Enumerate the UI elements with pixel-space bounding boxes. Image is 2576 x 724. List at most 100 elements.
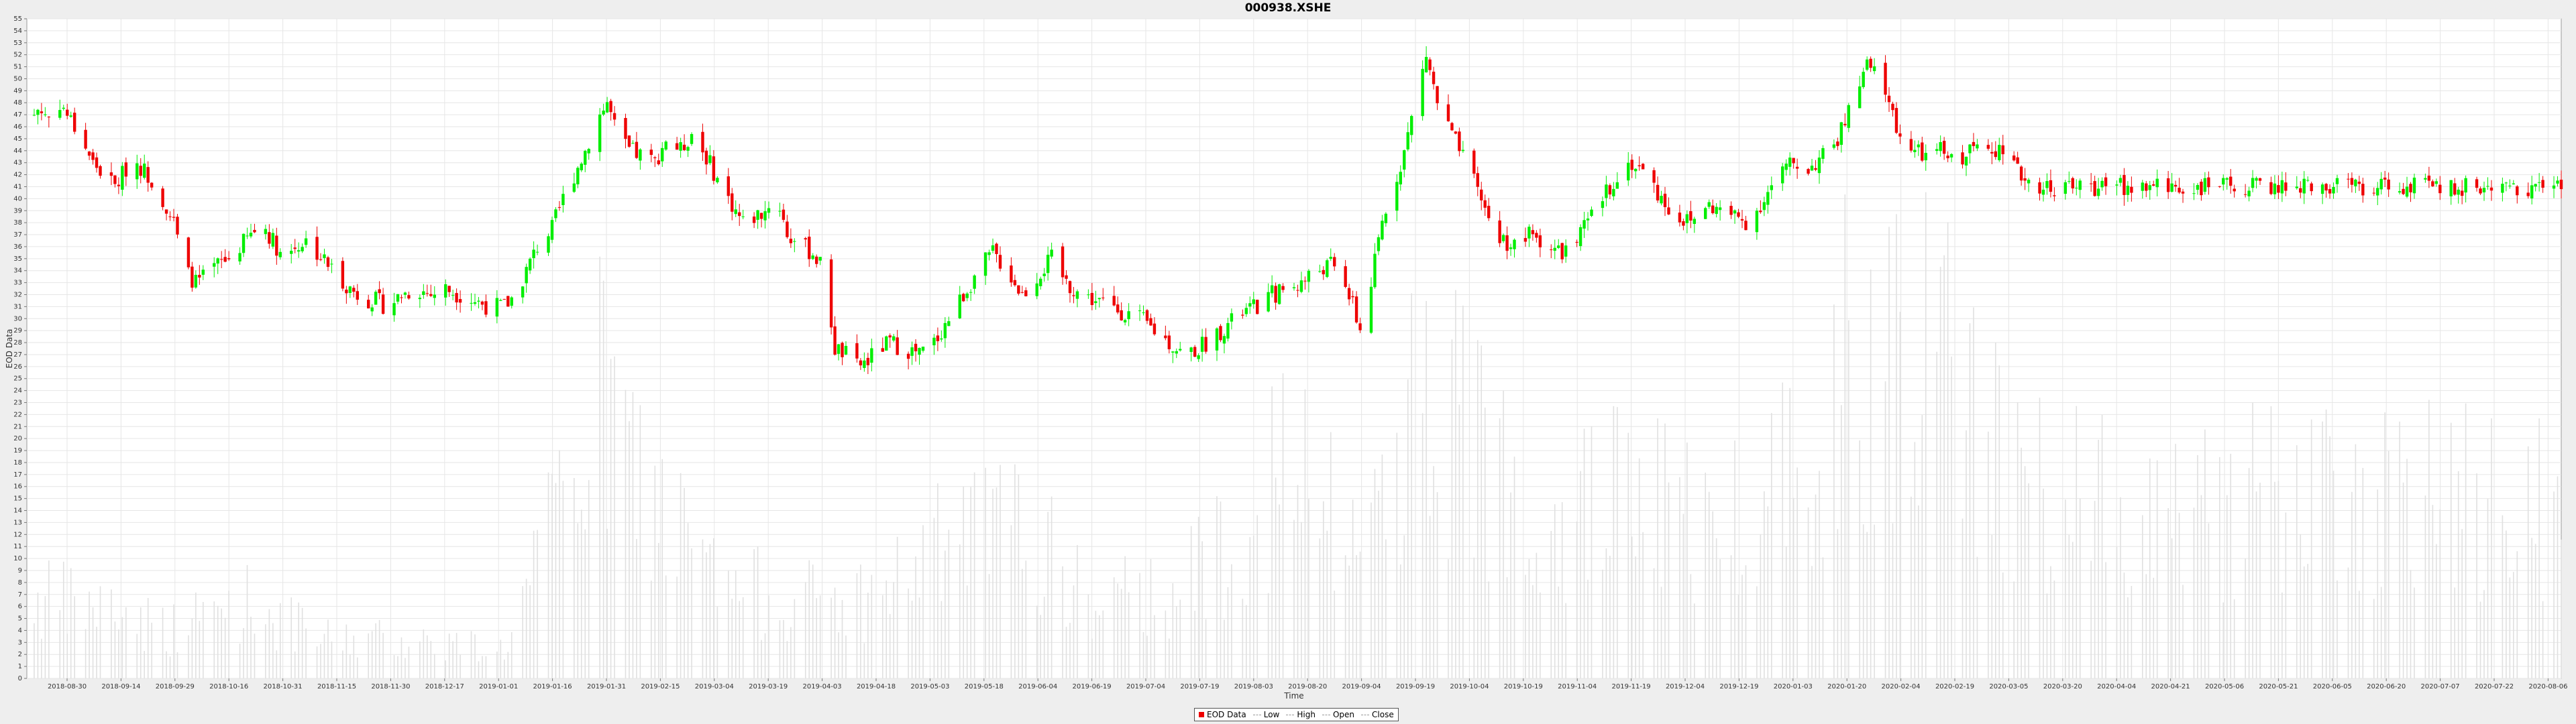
candle-body [2361, 184, 2365, 196]
candle-body [374, 292, 378, 305]
candle-body [609, 101, 612, 113]
candle-body [1046, 255, 1050, 274]
candle-body [1480, 189, 1483, 200]
candle-body [624, 117, 627, 139]
legend-label-close: Close [1372, 710, 1394, 719]
candle-body [502, 298, 506, 300]
candle-body [808, 237, 811, 259]
candle-body [1097, 298, 1102, 300]
y-tick-label: 30 [13, 315, 22, 322]
candle-body [1715, 206, 1718, 215]
candle-body [1707, 202, 1711, 207]
candle-body [1326, 260, 1329, 278]
candle-body [1513, 239, 1516, 249]
candle-body [367, 300, 370, 309]
legend-swatch-eod [1199, 712, 1204, 717]
candle-body [2457, 189, 2460, 195]
candle-body [896, 337, 899, 355]
candle-body [1612, 188, 1615, 196]
candle-body [947, 321, 951, 326]
candle-body [759, 213, 763, 219]
candle-body [664, 141, 667, 150]
candle-body [734, 209, 737, 215]
candle-body [2141, 182, 2145, 191]
candle-body [1869, 58, 1872, 68]
candle-body [1843, 123, 1847, 125]
candle-body [1347, 288, 1351, 300]
candle-body [936, 335, 940, 341]
candle-body [2320, 184, 2324, 194]
legend-item-close: Close [1361, 710, 1394, 719]
candle-body [2427, 175, 2431, 181]
candle-body [1307, 270, 1311, 282]
candle-body [661, 147, 664, 162]
candle-body [605, 102, 609, 113]
y-tick-label: 10 [13, 555, 22, 562]
x-tick-label: 2020-02-04 [1882, 683, 1921, 690]
candle-body [1550, 249, 1553, 251]
candle-body [1961, 152, 1964, 165]
y-tick-label: 40 [13, 195, 22, 202]
legend-label-open: Open [1332, 710, 1355, 719]
candle-body [1487, 205, 1491, 219]
y-tick-label: 34 [13, 267, 22, 275]
x-tick-label: 2020-03-20 [2043, 683, 2082, 690]
candle-body [1553, 247, 1556, 251]
candle-body [458, 299, 462, 303]
candle-body [499, 300, 502, 301]
candle-body [752, 217, 756, 223]
y-tick-label: 42 [13, 172, 22, 179]
candle-body [1138, 310, 1142, 312]
candle-body [2453, 183, 2457, 195]
candle-body [1065, 275, 1068, 279]
candle-body [2269, 182, 2273, 194]
candle-body [786, 221, 789, 237]
candle-body [1792, 158, 1795, 164]
candle-body [2027, 180, 2031, 184]
candle-body [2100, 180, 2104, 188]
candle-body [1693, 219, 1697, 224]
candle-body [484, 301, 488, 315]
candle-body [2438, 184, 2442, 194]
candle-body [2123, 175, 2126, 195]
candle-body [293, 247, 297, 249]
candle-body [525, 267, 528, 284]
candle-body [2273, 183, 2277, 194]
candle-body [2295, 186, 2298, 188]
candle-body [1652, 170, 1656, 183]
y-tick-label: 28 [13, 339, 22, 347]
y-tick-label: 43 [13, 160, 22, 167]
candle-body [95, 157, 99, 168]
candle-body [1891, 103, 1894, 111]
candle-body [249, 233, 253, 237]
candle-body [223, 257, 227, 262]
candle-body [863, 360, 866, 368]
candle-body [1729, 206, 1733, 215]
candle-body [495, 298, 499, 317]
candle-body [146, 167, 150, 183]
candle-body [1917, 144, 1921, 147]
candle-body [1523, 238, 1527, 242]
candle-body [433, 294, 436, 298]
candle-body [2347, 178, 2350, 180]
candle-body [418, 298, 422, 300]
candle-body [91, 152, 95, 160]
y-tick-label: 45 [13, 135, 22, 143]
x-tick-label: 2019-03-04 [695, 683, 734, 690]
candle-body [727, 176, 730, 196]
candle-body [2434, 181, 2438, 184]
candle-body [227, 258, 231, 259]
candle-body [275, 235, 278, 256]
candle-body [1762, 202, 1766, 210]
x-tick-label: 2019-01-16 [533, 683, 572, 690]
candle-body [704, 150, 708, 165]
candle-body [1292, 287, 1296, 289]
candle-body [1013, 280, 1017, 286]
x-tick-label: 2019-04-18 [857, 683, 896, 690]
candle-body [164, 209, 168, 214]
candle-body [1810, 166, 1814, 171]
y-tick-label: 19 [13, 447, 22, 455]
candle-body [1075, 291, 1079, 299]
candle-body [510, 297, 513, 306]
candle-body [2218, 186, 2221, 187]
